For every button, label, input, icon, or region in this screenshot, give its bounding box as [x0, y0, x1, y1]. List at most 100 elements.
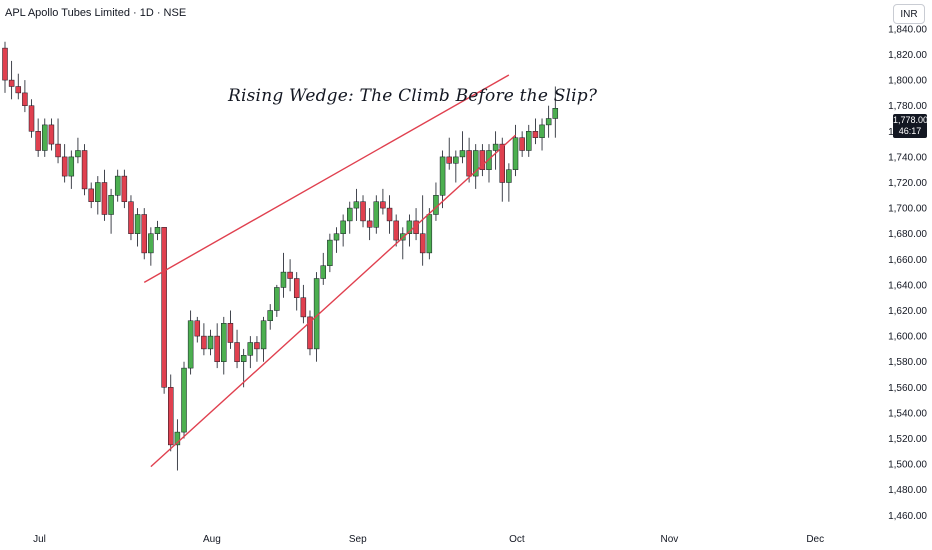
candle-body: [194, 320, 201, 337]
candle-body: [247, 342, 254, 356]
candle-body: [161, 227, 167, 388]
candle-body: [168, 387, 174, 446]
candle-body: [55, 143, 61, 158]
candle-body: [88, 188, 94, 202]
candle-body: [552, 108, 559, 119]
x-axis: Jul Aug Sep Oct Nov Dec: [33, 534, 824, 545]
y-tick-label: 1,740.00: [888, 152, 927, 163]
candle-body: [227, 323, 234, 343]
y-tick-label: 1,840.00: [888, 24, 927, 35]
candle-body: [499, 143, 505, 183]
wedge-lower-line: [150, 134, 516, 468]
candle-body: [114, 175, 121, 196]
candle-body: [353, 201, 360, 209]
candle-body: [426, 214, 433, 254]
candle-body: [128, 201, 134, 234]
y-tick-label: 1,820.00: [888, 50, 927, 61]
candle-body: [466, 150, 472, 177]
candle-body: [8, 79, 15, 87]
candle-body: [366, 220, 373, 228]
candle-body: [347, 207, 353, 222]
candle-body: [453, 156, 459, 164]
y-tick-label: 1,640.00: [888, 280, 927, 291]
candle-body: [201, 335, 207, 350]
x-tick-label: Aug: [203, 534, 221, 545]
candle-body: [492, 143, 499, 151]
x-tick-label: Oct: [509, 534, 525, 545]
y-tick-label: 1,460.00: [888, 511, 927, 522]
candle-body: [187, 320, 194, 369]
x-tick-label: Jul: [33, 534, 46, 545]
y-tick-label: 1,540.00: [888, 408, 927, 419]
chart-title: APL Apollo Tubes Limited · 1D · NSE: [5, 7, 187, 19]
candle-body: [459, 150, 466, 158]
candle-body: [15, 86, 22, 94]
candle-body: [532, 131, 539, 138]
x-tick-label: Dec: [806, 534, 824, 545]
y-tick-label: 1,580.00: [888, 357, 927, 368]
candle-body: [472, 150, 479, 177]
candle-body: [267, 310, 273, 321]
y-axis: 1,460.00 1,480.00 1,500.00 1,520.00 1,540.00…: [888, 24, 927, 521]
candle-body: [95, 182, 101, 202]
candle-body: [340, 220, 346, 234]
y-tick-label: 1,500.00: [888, 460, 927, 471]
candle-body: [406, 220, 413, 234]
candle-body: [22, 92, 28, 106]
candle-body: [141, 214, 147, 254]
candle-body: [433, 195, 439, 215]
candle-body: [121, 175, 128, 202]
candle-body: [61, 156, 68, 177]
y-tick-label: 1,800.00: [888, 76, 927, 87]
candle-body: [439, 156, 446, 196]
y-tick-label: 1,720.00: [888, 178, 927, 189]
candle-body: [48, 124, 55, 145]
candle-body: [35, 131, 41, 151]
candle-body: [373, 201, 380, 228]
candle-body: [539, 124, 545, 138]
candle-body: [148, 233, 154, 254]
candle-body: [234, 342, 240, 362]
candle-body: [181, 367, 187, 433]
pattern-annotation: Rising Wedge: The Climb Before the Slip?: [228, 86, 598, 106]
candle-body: [545, 118, 552, 126]
y-tick-label: 1,600.00: [888, 332, 927, 343]
candle-body: [108, 195, 114, 215]
candle-body: [386, 207, 393, 222]
y-tick-label: 1,620.00: [888, 306, 927, 317]
candles-layer: [2, 41, 559, 471]
candle-body: [320, 265, 326, 279]
candle-body: [393, 220, 399, 241]
candle-body: [207, 335, 214, 350]
candle-body: [42, 124, 48, 151]
y-tick-label: 1,780.00: [888, 101, 927, 112]
candle-body: [519, 137, 525, 151]
candle-body: [300, 297, 307, 318]
wedge-upper-line: [143, 74, 510, 283]
candle-body: [380, 201, 386, 209]
wedge-lines-layer: [143, 74, 516, 468]
y-tick-label: 1,700.00: [888, 204, 927, 215]
currency-button[interactable]: INR: [893, 4, 925, 24]
x-tick-label: Nov: [660, 534, 678, 545]
bar-countdown: 46:17: [898, 126, 922, 136]
y-tick-label: 1,520.00: [888, 434, 927, 445]
candle-body: [419, 233, 426, 254]
candle-body: [526, 131, 532, 151]
candle-body: [254, 342, 260, 350]
candle-body: [327, 239, 333, 266]
candle-body: [221, 323, 227, 362]
candle-body: [101, 182, 108, 215]
candle-body: [280, 271, 287, 288]
candle-body: [274, 287, 280, 311]
y-tick-label: 1,480.00: [888, 485, 927, 496]
x-tick-label: Sep: [349, 534, 367, 545]
candle-body: [214, 335, 220, 362]
candle-body: [260, 320, 267, 350]
candle-body: [75, 150, 81, 158]
candle-body: [446, 156, 452, 164]
candle-body: [479, 150, 486, 170]
candle-body: [68, 156, 75, 177]
y-tick-label: 1,680.00: [888, 229, 927, 240]
